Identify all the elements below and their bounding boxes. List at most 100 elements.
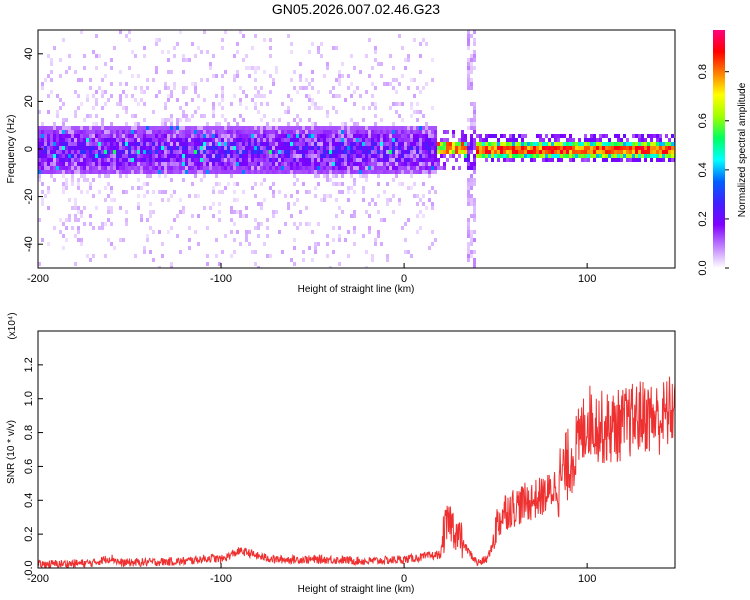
spectrogram-cell-116	[56, 158, 59, 162]
spectrogram-cell-1369	[254, 134, 257, 138]
spectrogram-cell-1516	[275, 210, 278, 214]
spectrogram-cell-1608	[293, 150, 296, 154]
spectrogram-cell-2397	[419, 146, 422, 150]
spectrogram-cell-2550	[464, 154, 467, 158]
spectrogram-cell-2278	[401, 74, 404, 78]
spectrogram-cell-549	[125, 34, 128, 38]
spectrogram-cell-2446	[428, 142, 431, 146]
spectrogram-cell-17	[41, 82, 44, 86]
spectrogram-cell-880	[176, 138, 179, 142]
spectrogram-cell-1458	[266, 170, 269, 174]
spectrogram-cell-1417	[260, 154, 263, 158]
spectrogram-cell-461	[110, 82, 113, 86]
spectrogram-cell-1072	[206, 262, 209, 266]
spectrogram-cell-1360	[254, 66, 257, 70]
spectrogram-cell-1807	[323, 198, 326, 202]
spectrogram-cell-1872	[335, 126, 338, 130]
spectrogram-cell-87	[50, 170, 53, 174]
spectrogram-cell-2352	[413, 110, 416, 114]
spectrogram-cell-418	[104, 62, 107, 66]
spectrogram-cell-2369	[416, 110, 419, 114]
spectrogram-cell-801	[164, 142, 167, 146]
spectrogram-cell-2510	[443, 162, 446, 166]
spectrogram-cell-2848	[572, 150, 575, 154]
spectrogram-cell-1284	[239, 210, 242, 214]
spectrogram-cell-371	[95, 138, 98, 142]
spectrogram-cell-759	[158, 138, 161, 142]
spectrogram-cell-1052	[203, 170, 206, 174]
spectrogram-cell-2090	[368, 202, 371, 206]
spectrogram-cell-2937	[620, 138, 623, 142]
spectrogram-cell-1295	[242, 142, 245, 146]
spectrogram-cell-242	[77, 130, 80, 134]
spectrogram-cell-1213	[230, 162, 233, 166]
spectrogram-cell-1508	[275, 142, 278, 146]
spectrogram-cell-784	[161, 162, 164, 166]
spectrogram-cell-241	[77, 126, 80, 130]
spectrogram-cell-2479	[434, 130, 437, 134]
spectrogram-cell-69	[47, 206, 50, 210]
spectrogram-cell-2337	[410, 138, 413, 142]
spectrogram-cell-2482	[434, 142, 437, 146]
spectrogram-cell-14	[38, 178, 41, 182]
spectrogram-cell-2866	[584, 138, 587, 142]
spectrogram-cell-2293	[401, 182, 404, 186]
spectrogram-cell-1598	[290, 258, 293, 262]
spectrogram-cell-51	[47, 54, 50, 58]
spectrogram-cell-1260	[236, 162, 239, 166]
spectrogram-cell-2248	[395, 138, 398, 142]
spectrogram-cell-2607	[470, 146, 473, 150]
spectrogram-cell-1412	[260, 134, 263, 138]
spectrogram-cell-2283	[401, 134, 404, 138]
spectrogram-cell-2652	[473, 206, 476, 210]
spectrogram-cell-560	[125, 146, 128, 150]
spectrogram-cell-2511	[443, 166, 446, 170]
spectrogram-cell-2044	[362, 146, 365, 150]
spectrogram-cell-397	[98, 226, 101, 230]
spectrogram-cell-2644	[473, 158, 476, 162]
spectrogram-cell-2646	[473, 166, 476, 170]
spectrogram-cell-1480	[269, 186, 272, 190]
spectrogram-cell-1908	[338, 226, 341, 230]
spectrogram-cell-600	[131, 162, 134, 166]
spectrogram-cell-979	[191, 162, 194, 166]
spectrogram-cell-1604	[293, 134, 296, 138]
spectrogram-cell-255	[77, 186, 80, 190]
spectrogram-cell-22	[41, 134, 44, 138]
spectrogram-cell-532	[119, 238, 122, 242]
spectrogram-cell-639	[137, 194, 140, 198]
spectrogram-cell-2040	[362, 130, 365, 134]
spectrogram-cell-1646	[299, 130, 302, 134]
spectrogram-cell-1737	[314, 122, 317, 126]
spectrogram-cell-2498	[440, 138, 443, 142]
spectrogram-cell-1251	[236, 126, 239, 130]
spectrogram-cell-96	[53, 146, 56, 150]
spectrogram-cell-2725	[509, 138, 512, 142]
spectrogram-cell-1192	[227, 134, 230, 138]
spectrogram-cell-813	[167, 70, 170, 74]
spectrogram-cell-898	[179, 142, 182, 146]
spectrogram-cell-884	[176, 154, 179, 158]
spectrogram-cell-1156	[221, 106, 224, 110]
spectrogram-cell-680	[143, 250, 146, 254]
spectrogram-cell-624	[137, 122, 140, 126]
spectrogram-cell-3000	[650, 154, 653, 158]
spectrogram-cell-2722	[506, 154, 509, 158]
spectrogram-cell-376	[95, 158, 98, 162]
spectrogram-cell-1991	[353, 138, 356, 142]
spectrogram-cell-3019	[659, 154, 662, 158]
spectrogram-cell-1662	[302, 134, 305, 138]
spectrogram-cell-2922	[611, 154, 614, 158]
spectrogram-cell-1194	[227, 142, 230, 146]
spectrogram-cell-1067	[206, 162, 209, 166]
spectrogram-cell-1651	[299, 150, 302, 154]
spectrogram-cell-1257	[236, 150, 239, 154]
spectrogram-cell-112	[56, 142, 59, 146]
spectrogram-cell-2617	[470, 202, 473, 206]
spectrogram-cell-82	[50, 150, 53, 154]
spectrogram-cell-2450	[428, 158, 431, 162]
spectrogram-cell-1255	[236, 142, 239, 146]
spectrogram-cell-456	[107, 210, 110, 214]
spectrogram-cell-2853	[575, 150, 578, 154]
spectrogram-cell-1269	[239, 98, 242, 102]
